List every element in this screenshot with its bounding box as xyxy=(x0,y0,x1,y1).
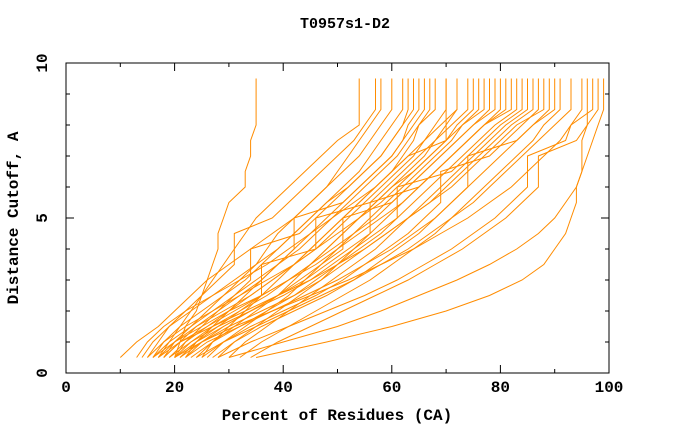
gdt-curve xyxy=(228,78,605,358)
chart-title: T0957s1-D2 xyxy=(300,16,390,33)
y-axis-label: Distance Cutoff, A xyxy=(5,131,23,304)
gdt-curve xyxy=(158,78,545,358)
y-tick-label: 5 xyxy=(34,213,52,223)
gdt-curve xyxy=(174,78,594,358)
gdt-curves xyxy=(119,78,605,358)
plot-border xyxy=(65,62,610,374)
gdt-curve xyxy=(163,78,496,358)
x-tick-label: 80 xyxy=(491,379,510,397)
gdt-curve xyxy=(152,78,512,358)
axis-tick-labels: 0 20 40 60 80 100 0 5 10 xyxy=(34,53,623,397)
gdt-curve xyxy=(157,78,469,358)
gdt-curve xyxy=(168,78,523,358)
x-axis-label: Percent of Residues (CA) xyxy=(222,407,452,425)
x-tick-label: 40 xyxy=(274,379,293,397)
y-tick-label: 10 xyxy=(34,53,52,72)
gdt-curve xyxy=(163,78,425,358)
gdt-curve xyxy=(196,78,572,358)
gdt-curve xyxy=(174,78,257,358)
gdt-curve xyxy=(201,78,539,358)
x-tick-label: 20 xyxy=(165,379,184,397)
gdt-curve xyxy=(255,78,588,358)
x-tick-label: 100 xyxy=(595,379,624,397)
y-tick-label: 0 xyxy=(34,368,52,378)
x-tick-label: 60 xyxy=(382,379,401,397)
x-tick-label: 0 xyxy=(61,379,71,397)
gdt-curve xyxy=(136,78,458,358)
gdt-curve xyxy=(147,78,485,358)
gdt-curve xyxy=(141,78,414,358)
